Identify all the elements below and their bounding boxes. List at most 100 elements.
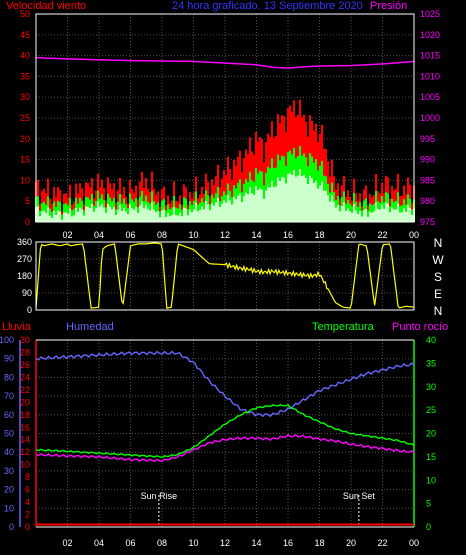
compass-letter: S [434, 270, 442, 284]
rain-tick-label: 20 [20, 397, 30, 407]
rain-tick-label: 18 [20, 410, 30, 420]
wind-tick-label: 20 [20, 134, 30, 144]
x-tick-label: 22 [377, 538, 387, 548]
humidity-tick-label: 70 [4, 391, 14, 401]
x-tick-label: 00 [409, 230, 419, 240]
compass-letter: E [434, 287, 442, 301]
pressure-tick-label: 1025 [420, 9, 440, 19]
rain-tick-label: 28 [20, 347, 30, 357]
compass-letter: W [432, 253, 444, 267]
pressure-tick-label: 995 [420, 134, 435, 144]
direction-tick-label: 270 [17, 254, 32, 264]
pressure-line [35, 56, 415, 69]
x-tick-label: 20 [346, 230, 356, 240]
x-tick-label: 22 [377, 230, 387, 240]
x-tick-label: 00 [409, 538, 419, 548]
wind-direction-line [35, 242, 415, 309]
humidity-tick-label: 60 [4, 410, 14, 420]
humidity-tick-label: 30 [4, 466, 14, 476]
humidity-tick-label: 0 [9, 522, 14, 532]
x-tick-label: 10 [188, 230, 198, 240]
wind-tick-label: 10 [20, 175, 30, 185]
x-tick-label: 16 [283, 538, 293, 548]
rain-tick-label: 24 [20, 372, 30, 382]
wind-tick-label: 50 [20, 9, 30, 19]
humidity-label: Humedad [66, 321, 114, 333]
rain-tick-label: 4 [25, 497, 30, 507]
x-tick-label: 06 [125, 230, 135, 240]
temperature-tick-label: 0 [426, 522, 431, 532]
pressure-tick-label: 980 [420, 196, 435, 206]
x-tick-label: 18 [314, 230, 324, 240]
wind-tick-label: 25 [20, 113, 30, 123]
pressure-tick-label: 1010 [420, 71, 440, 81]
x-tick-label: 02 [62, 538, 72, 548]
wind-tick-label: 30 [20, 92, 30, 102]
rain-tick-label: 12 [20, 447, 30, 457]
wind-tick-label: 0 [25, 217, 30, 227]
pressure-label: Presión [370, 0, 408, 12]
humidity-tick-label: 80 [4, 372, 14, 382]
humidity-tick-label: 20 [4, 485, 14, 495]
rain-tick-label: 8 [25, 472, 30, 482]
dew-point-line [35, 433, 415, 463]
rain-tick-label: 14 [20, 435, 30, 445]
wind-speed-label: Velocidad viento [6, 0, 87, 12]
x-tick-label: 04 [94, 230, 104, 240]
temperature-tick-label: 30 [426, 382, 436, 392]
rain-tick-label: 16 [20, 422, 30, 432]
temperature-label: Temperatura [312, 321, 374, 333]
x-tick-label: 18 [314, 538, 324, 548]
sunrise-label: Sun Rise [141, 491, 178, 501]
humidity-tick-label: 50 [4, 429, 14, 439]
temperature-tick-label: 40 [426, 335, 436, 345]
rain-tick-label: 2 [25, 510, 30, 520]
x-tick-label: 08 [157, 538, 167, 548]
wind-tick-label: 35 [20, 71, 30, 81]
dew-point-label: Punto rocío [392, 321, 449, 333]
temperature-tick-label: 15 [426, 452, 436, 462]
temperature-tick-label: 35 [426, 358, 436, 368]
x-tick-label: 04 [94, 538, 104, 548]
temperature-tick-label: 5 [426, 499, 431, 509]
wind-tick-label: 15 [20, 155, 30, 165]
pressure-tick-label: 1005 [420, 92, 440, 102]
x-tick-label: 16 [283, 230, 293, 240]
wind-panel-frame [35, 13, 415, 223]
x-tick-label: 20 [346, 538, 356, 548]
wind-tick-label: 40 [20, 51, 30, 61]
rain-tick-label: 0 [25, 522, 30, 532]
pressure-tick-label: 990 [420, 155, 435, 165]
x-tick-label: 12 [220, 230, 230, 240]
rain-tick-label: 22 [20, 385, 30, 395]
humidity-tick-label: 90 [4, 354, 14, 364]
x-tick-label: 02 [62, 230, 72, 240]
x-tick-label: 08 [157, 230, 167, 240]
direction-panel-frame [35, 241, 415, 311]
humidity-tick-label: 10 [4, 503, 14, 513]
compass-letter: N [434, 304, 443, 318]
x-tick-label: 06 [125, 538, 135, 548]
x-tick-label: 14 [251, 230, 261, 240]
compass-letter: N [434, 236, 443, 250]
pressure-tick-label: 1000 [420, 113, 440, 123]
x-tick-label: 12 [220, 538, 230, 548]
pressure-tick-label: 985 [420, 175, 435, 185]
humidity-line [35, 350, 415, 418]
pressure-tick-label: 1020 [420, 30, 440, 40]
temperature-tick-label: 10 [426, 475, 436, 485]
direction-tick-label: 360 [17, 237, 32, 247]
sunset-label: Sun Set [343, 491, 376, 501]
rain-label: Lluvia [2, 321, 31, 333]
temperature-tick-label: 25 [426, 405, 436, 415]
temperature-tick-label: 20 [426, 429, 436, 439]
direction-tick-label: 180 [17, 271, 32, 281]
wind-tick-label: 45 [20, 30, 30, 40]
pressure-tick-label: 1015 [420, 51, 440, 61]
humidity-tick-label: 40 [4, 447, 14, 457]
rain-tick-label: 6 [25, 485, 30, 495]
pressure-tick-label: 975 [420, 217, 435, 227]
rain-tick-label: 26 [20, 360, 30, 370]
x-tick-label: 14 [251, 538, 261, 548]
